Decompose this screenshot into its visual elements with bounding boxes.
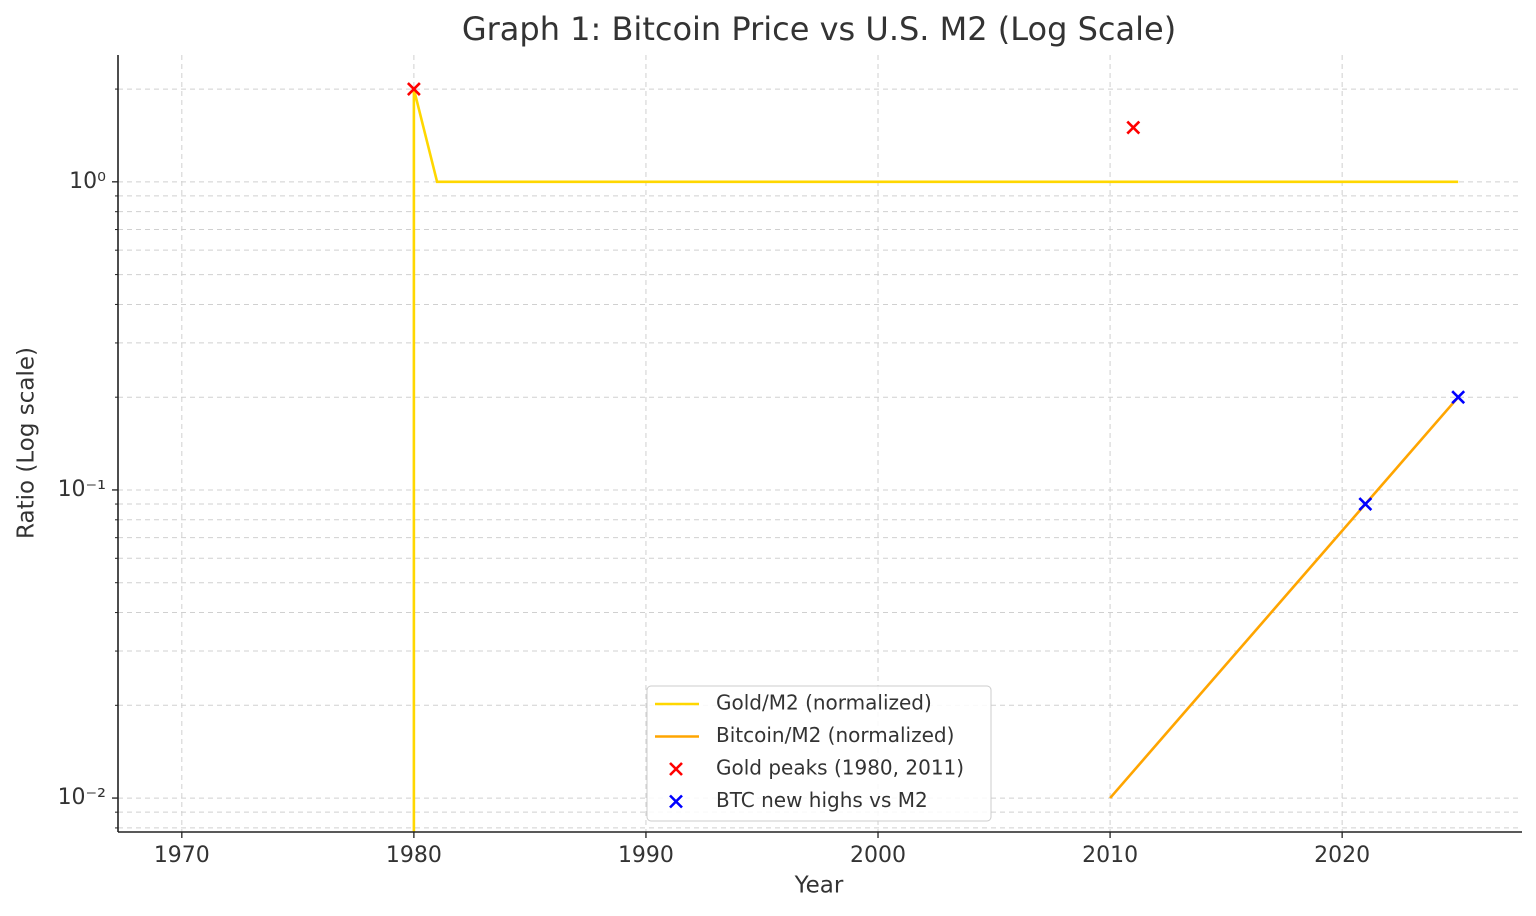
y-tick-label: 10⁰ [69,169,106,194]
legend-label: Gold/M2 (normalized) [716,691,932,715]
legend-label: BTC new highs vs M2 [716,788,928,812]
scatter-point [1451,390,1466,405]
y-tick-label: 10⁻¹ [58,477,106,502]
legend-label: Gold peaks (1980, 2011) [716,756,964,780]
y-tick-label: 10⁻² [58,785,106,810]
legend-box [646,685,992,822]
x-tick-label: 2010 [1082,843,1138,868]
x-tick-label: 1980 [386,843,442,868]
line-series [412,88,1459,832]
line-series [1109,396,1460,799]
scatter-point [1126,120,1141,135]
x-tick-label: 1970 [154,843,210,868]
x-tick-label: 2000 [850,843,906,868]
plot-area [406,82,1466,832]
legend-label: Bitcoin/M2 (normalized) [716,723,954,747]
y-axis-label: Ratio (Log scale) [14,347,40,539]
scatter-point [406,82,421,96]
x-tick-label: 2020 [1314,843,1370,868]
legend: Gold/M2 (normalized) Bitcoin/M2 (normaliz… [646,685,992,822]
x-axis-label: Year [794,873,844,899]
legend-marker [669,794,683,809]
legend-marker [669,762,683,776]
grid [118,55,1522,832]
x-tick-label: 1990 [618,843,674,868]
chart-title: Graph 1: Bitcoin Price vs U.S. M2 (Log S… [462,10,1176,48]
scatter-point [1358,497,1373,511]
